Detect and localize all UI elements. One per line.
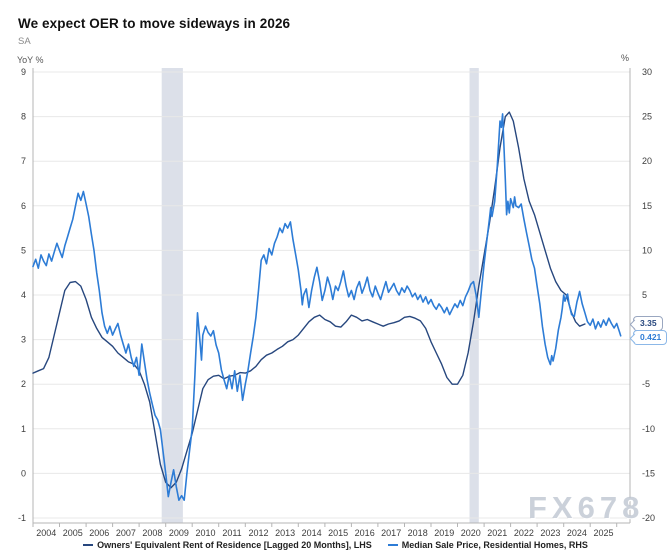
oer-last-value-callout: 3.35	[629, 316, 663, 331]
svg-text:2012: 2012	[248, 528, 268, 538]
svg-text:2009: 2009	[169, 528, 189, 538]
svg-text:2021: 2021	[487, 528, 507, 538]
series-line-0	[32, 111, 586, 489]
svg-text:3: 3	[21, 335, 26, 345]
svg-text:-15: -15	[642, 468, 655, 478]
right-axis-unit-label: %	[621, 53, 630, 63]
svg-text:-1: -1	[18, 513, 26, 523]
svg-text:2010: 2010	[195, 528, 215, 538]
svg-text:15: 15	[642, 201, 652, 211]
axis-lines	[32, 68, 631, 527]
svg-text:2019: 2019	[434, 528, 454, 538]
watermark: FX678	[528, 490, 645, 525]
svg-text:2024: 2024	[567, 528, 587, 538]
svg-text:2015: 2015	[328, 528, 348, 538]
svg-text:2016: 2016	[355, 528, 375, 538]
left-axis-tick-labels: 9 8 7 6 5 4 3 2 1 0 -1	[18, 67, 26, 523]
svg-text:2013: 2013	[275, 528, 295, 538]
svg-text:2017: 2017	[381, 528, 401, 538]
svg-text:8: 8	[21, 112, 26, 122]
legend-label-oer: Owners' Equivalent Rent of Residence [La…	[97, 540, 372, 550]
chart-legend: Owners' Equivalent Rent of Residence [La…	[0, 540, 671, 550]
x-axis-tick-labels: 2004 2005 2006 2007 2008 2009 2010 2011 2012 2013…	[36, 528, 613, 538]
median-price-last-value-callout: 0.421	[629, 330, 668, 345]
oer-line-swatch-icon	[83, 544, 94, 546]
svg-text:0: 0	[21, 468, 26, 478]
svg-text:5: 5	[21, 245, 26, 255]
svg-text:2022: 2022	[514, 528, 534, 538]
svg-text:-20: -20	[642, 513, 655, 523]
svg-text:1: 1	[21, 424, 26, 434]
svg-text:2004: 2004	[36, 528, 56, 538]
legend-label-median-price: Median Sale Price, Residential Homes, RH…	[401, 540, 588, 550]
svg-text:2018: 2018	[408, 528, 428, 538]
svg-text:2020: 2020	[461, 528, 481, 538]
svg-text:2025: 2025	[593, 528, 613, 538]
svg-text:20: 20	[642, 156, 652, 166]
median-price-last-value: 0.421	[640, 332, 662, 342]
legend-item-median-price: Median Sale Price, Residential Homes, RH…	[387, 540, 588, 550]
svg-text:2008: 2008	[142, 528, 162, 538]
svg-text:-5: -5	[642, 379, 650, 389]
svg-text:-10: -10	[642, 424, 655, 434]
svg-text:4: 4	[21, 290, 26, 300]
right-axis-tick-labels: 302520151050-5-10-15-20	[642, 67, 655, 523]
svg-text:2: 2	[21, 379, 26, 389]
svg-text:2023: 2023	[540, 528, 560, 538]
svg-text:2014: 2014	[302, 528, 322, 538]
chart-subtitle: SA	[18, 36, 31, 47]
svg-text:7: 7	[21, 156, 26, 166]
series-line-1	[32, 113, 622, 502]
svg-text:2005: 2005	[63, 528, 83, 538]
svg-text:9: 9	[21, 67, 26, 77]
svg-text:10: 10	[642, 245, 652, 255]
svg-text:6: 6	[21, 201, 26, 211]
svg-text:2007: 2007	[116, 528, 136, 538]
svg-text:5: 5	[642, 290, 647, 300]
legend-item-oer: Owners' Equivalent Rent of Residence [La…	[83, 540, 372, 550]
svg-text:2006: 2006	[89, 528, 109, 538]
median-price-line-swatch-icon	[387, 544, 398, 546]
svg-text:30: 30	[642, 67, 652, 77]
svg-text:2011: 2011	[222, 528, 241, 538]
oer-last-value: 3.35	[640, 318, 657, 328]
chart-title: We expect OER to move sideways in 2026	[18, 16, 291, 31]
left-axis-unit-label: YoY %	[17, 55, 44, 65]
svg-text:25: 25	[642, 112, 652, 122]
